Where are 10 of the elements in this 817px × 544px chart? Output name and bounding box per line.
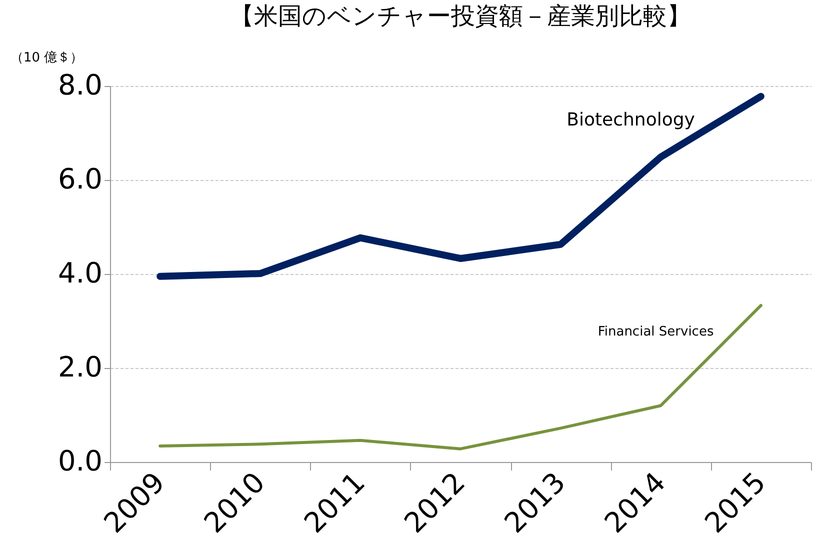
chart-title: 【米国のベンチャー投資額－産業別比較】 (230, 2, 691, 30)
series-label: Biotechnology (566, 109, 696, 130)
y-tick-label: 6.0 (58, 162, 102, 196)
y-tick-label: 8.0 (58, 68, 102, 102)
y-tick-label: 0.0 (58, 444, 102, 478)
series-label: Financial Services (598, 324, 714, 340)
line-series (158, 304, 762, 450)
y-tick-label: 4.0 (58, 256, 102, 290)
y-axis-title: （10 億＄） (10, 50, 84, 66)
y-tick-label: 2.0 (58, 350, 102, 384)
